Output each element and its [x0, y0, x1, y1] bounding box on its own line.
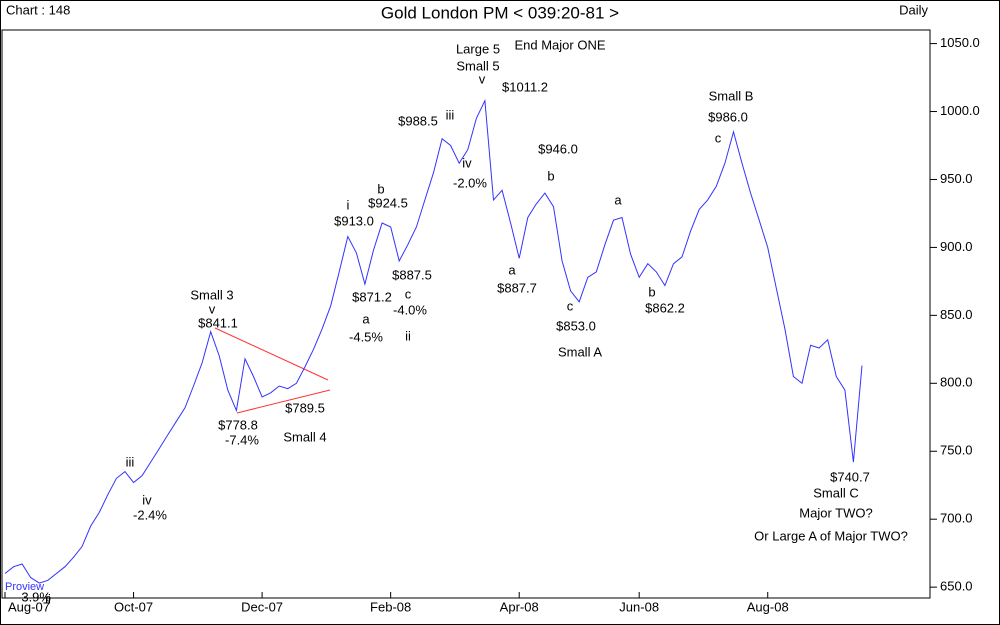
- annotation: -4.5%: [349, 329, 383, 344]
- annotation: ii: [45, 591, 51, 606]
- x-tick-label: Apr-08: [500, 599, 539, 614]
- annotation: c: [567, 298, 574, 313]
- annotation: $913.0: [334, 213, 374, 228]
- y-tick-label: 700.0: [940, 511, 973, 526]
- annotation: -3.9%: [17, 589, 51, 604]
- annotation: a: [614, 192, 622, 207]
- annotation: $946.0: [538, 141, 578, 156]
- annotation: $778.8: [218, 417, 258, 432]
- annotation: iii: [446, 107, 455, 122]
- x-tick-label: Oct-07: [114, 599, 153, 614]
- annotation: iii: [126, 454, 135, 469]
- annotation: v: [479, 71, 486, 86]
- triangle-lower: [236, 389, 331, 414]
- x-tick-label: Feb-08: [370, 599, 411, 614]
- annotation: ii: [405, 328, 411, 343]
- annotation: b: [648, 284, 655, 299]
- annotation: Small B: [709, 88, 754, 103]
- annotation: End Major ONE: [514, 37, 605, 52]
- annotation: iv: [142, 492, 152, 507]
- annotation: -2.4%: [133, 507, 167, 522]
- annotation: a: [362, 311, 370, 326]
- annotation: b: [547, 168, 554, 183]
- annotation: Major TWO?: [799, 505, 872, 520]
- annotation: i: [347, 197, 350, 212]
- y-tick-label: 1000.0: [940, 103, 980, 118]
- annotation: $740.7: [830, 469, 870, 484]
- annotation: $853.0: [556, 318, 596, 333]
- annotation: $887.7: [497, 280, 537, 295]
- y-tick-label: 950.0: [940, 171, 973, 186]
- annotation: $988.5: [398, 113, 438, 128]
- x-tick-label: Aug-07: [8, 599, 50, 614]
- triangle-upper: [214, 327, 329, 381]
- y-tick-label: 800.0: [940, 375, 973, 390]
- annotation: $789.5: [285, 400, 325, 415]
- price-line: [4, 98, 863, 584]
- annotation: iv: [462, 155, 472, 170]
- annotation: $924.5: [368, 195, 408, 210]
- annotation: c: [405, 286, 412, 301]
- annotation: Small A: [558, 344, 602, 359]
- x-tick-label: Jun-08: [619, 599, 659, 614]
- annotation: Small 4: [283, 429, 326, 444]
- annotation: v: [209, 301, 216, 316]
- y-tick-label: 900.0: [940, 239, 973, 254]
- annotation: Large 5: [456, 41, 500, 56]
- x-tick-label: Dec-07: [241, 599, 283, 614]
- annotation: a: [508, 262, 516, 277]
- x-tick-label: Aug-08: [747, 599, 789, 614]
- annotation: $871.2: [352, 289, 392, 304]
- period: Daily: [899, 2, 928, 17]
- watermark: Proview: [5, 581, 44, 593]
- y-tick-label: 650.0: [940, 579, 973, 594]
- annotation: $841.1: [198, 315, 238, 330]
- y-tick-label: 750.0: [940, 443, 973, 458]
- annotation: $862.2: [645, 300, 685, 315]
- annotation: $1011.2: [502, 79, 548, 94]
- annotation: Or Large A of Major TWO?: [754, 528, 908, 543]
- y-tick-label: 850.0: [940, 307, 973, 322]
- annotation: Small 3: [190, 287, 233, 302]
- annotation: -2.0%: [453, 175, 487, 190]
- annotation: b: [377, 181, 384, 196]
- annotation: -4.0%: [393, 302, 427, 317]
- annotation: Small C: [813, 485, 859, 500]
- annotation: -7.4%: [225, 432, 259, 447]
- chart-id: Chart : 148: [6, 2, 70, 17]
- chart-title: Gold London PM < 039:20-81 >: [381, 3, 619, 22]
- y-tick-label: 1050.0: [940, 35, 980, 50]
- annotation: Small 5: [456, 58, 499, 73]
- annotation: c: [715, 130, 722, 145]
- annotation: $986.0: [708, 109, 748, 124]
- plot-area: [1, 29, 931, 599]
- annotation: $887.5: [392, 267, 432, 282]
